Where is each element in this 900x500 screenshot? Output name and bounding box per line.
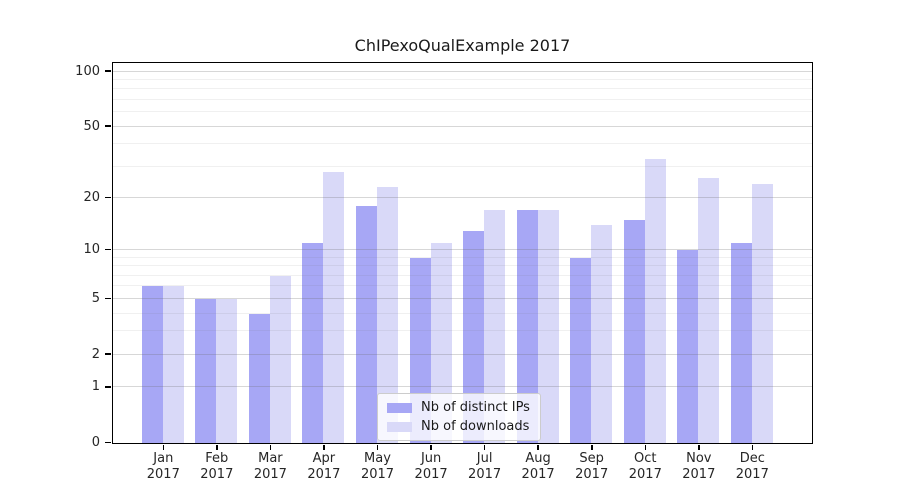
bar-downloads-oct xyxy=(644,159,666,443)
x-tick-label-jun: Jun 2017 xyxy=(414,451,448,482)
bar-ips-jan xyxy=(141,286,163,443)
bar-ips-jul xyxy=(463,230,485,443)
bar-downloads-jul xyxy=(484,210,506,443)
bar-ips-aug xyxy=(516,210,538,443)
x-tick-label-feb: Feb 2017 xyxy=(200,451,234,482)
gridline-60 xyxy=(113,111,812,113)
legend: Nb of distinct IPs Nb of downloads xyxy=(377,393,541,441)
x-tick-label-nov: Nov 2017 xyxy=(682,451,716,482)
x-tick-aug xyxy=(537,444,539,450)
x-tick-label-jul: Jul 2017 xyxy=(468,451,502,482)
y-tick-label-1: 1 xyxy=(91,379,100,395)
bar-ips-sep xyxy=(570,257,592,443)
x-tick-sep xyxy=(591,444,593,450)
bar-downloads-apr xyxy=(323,172,345,443)
x-tick-may xyxy=(376,444,379,450)
bar-downloads-sep xyxy=(591,225,613,443)
bar-ips-nov xyxy=(677,250,699,443)
bar-ips-oct xyxy=(623,219,645,443)
gridline-30 xyxy=(113,165,812,167)
x-tick-label-may: May 2017 xyxy=(360,451,395,482)
bar-ips-dec xyxy=(730,243,752,443)
y-tick-label-100: 100 xyxy=(75,63,100,79)
legend-item-distinct-ips: Nb of distinct IPs xyxy=(387,400,530,415)
legend-swatch-downloads xyxy=(387,421,412,432)
y-tick-50 xyxy=(105,125,111,127)
x-tick-dec xyxy=(751,444,754,450)
plot-area: Nb of distinct IPs Nb of downloads xyxy=(112,62,813,444)
y-tick-label-5: 5 xyxy=(91,290,100,306)
y-tick-5 xyxy=(105,297,111,300)
legend-label: Nb of distinct IPs xyxy=(421,400,530,415)
bar-downloads-feb xyxy=(216,298,238,443)
y-tick-label-20: 20 xyxy=(83,190,100,205)
bar-downloads-jan xyxy=(162,286,184,443)
y-tick-100 xyxy=(105,70,111,72)
gridline-70 xyxy=(113,98,812,100)
y-tick-10 xyxy=(105,248,111,251)
x-tick-jun xyxy=(430,444,432,450)
x-tick-label-oct: Oct 2017 xyxy=(628,451,662,482)
chart-title: ChIPexoQualExample 2017 xyxy=(354,36,571,55)
x-tick-oct xyxy=(644,444,646,450)
bar-ips-mar xyxy=(248,313,270,443)
bar-ips-apr xyxy=(302,243,324,443)
x-tick-mar xyxy=(269,444,272,450)
y-tick-label-0: 0 xyxy=(91,435,100,450)
x-tick-jan xyxy=(162,444,165,450)
bar-downloads-dec xyxy=(751,183,773,443)
y-tick-20 xyxy=(105,196,111,199)
y-tick-label-2: 2 xyxy=(91,346,100,362)
x-tick-label-jan: Jan 2017 xyxy=(146,451,180,482)
bar-downloads-may xyxy=(377,187,398,443)
legend-item-downloads: Nb of downloads xyxy=(387,419,530,434)
gridline-100 xyxy=(113,70,812,72)
y-tick-1 xyxy=(105,386,111,388)
x-tick-label-sep: Sep 2017 xyxy=(575,451,609,482)
gridline-50 xyxy=(113,125,812,127)
x-tick-label-mar: Mar 2017 xyxy=(253,451,287,482)
x-tick-jul xyxy=(483,444,486,450)
legend-swatch-distinct-ips xyxy=(387,402,412,413)
x-tick-label-dec: Dec 2017 xyxy=(735,451,769,482)
y-tick-0 xyxy=(105,441,111,444)
x-tick-label-aug: Aug 2017 xyxy=(521,451,555,482)
legend-label: Nb of downloads xyxy=(421,419,530,434)
y-tick-label-10: 10 xyxy=(83,242,100,257)
gridline-90 xyxy=(113,79,812,80)
bar-ips-feb xyxy=(195,298,217,443)
bar-downloads-aug xyxy=(537,210,559,443)
gridline-80 xyxy=(113,88,812,90)
x-tick-feb xyxy=(216,444,218,450)
x-tick-apr xyxy=(323,444,325,450)
bar-ips-may xyxy=(356,206,377,443)
bar-downloads-mar xyxy=(269,275,291,443)
gridline-40 xyxy=(113,143,812,145)
y-tick-label-50: 50 xyxy=(83,118,100,134)
x-tick-nov xyxy=(698,444,700,450)
x-tick-label-apr: Apr 2017 xyxy=(307,451,341,482)
bar-downloads-nov xyxy=(698,177,720,443)
y-tick-2 xyxy=(105,353,111,355)
